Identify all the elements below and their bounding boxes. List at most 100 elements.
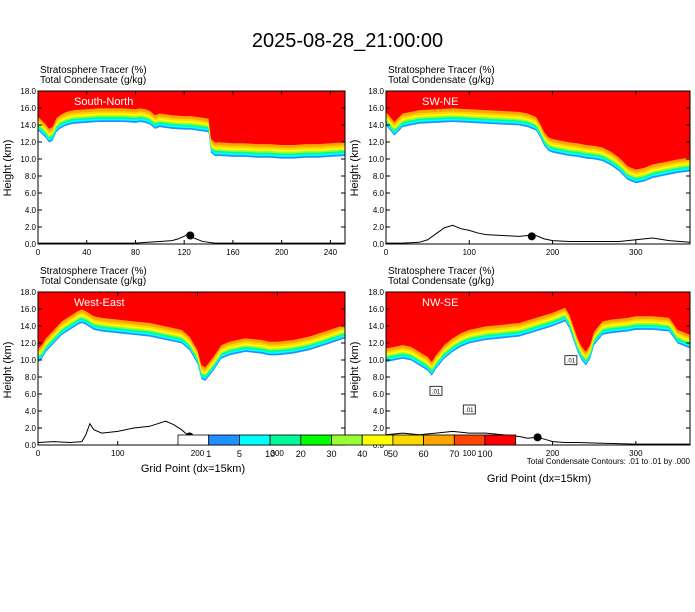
panel-header-line1: Stratosphere Tracer (%) xyxy=(40,65,147,76)
panel-header-line1: Stratosphere Tracer (%) xyxy=(388,266,495,277)
y-axis-label: Height (km) xyxy=(2,342,14,399)
colorbar-label: 70 xyxy=(449,449,459,459)
x-tick-label: 120 xyxy=(178,248,192,257)
y-tick-label: 12.0 xyxy=(20,339,36,348)
y-tick-label: 18.0 xyxy=(20,288,36,297)
colorbar-swatch xyxy=(238,434,271,446)
x-tick-label: 0 xyxy=(384,248,389,257)
y-tick-label: 2.0 xyxy=(25,424,37,433)
contour-label-box xyxy=(462,404,476,415)
y-tick-label: 12.0 xyxy=(368,339,384,348)
y-tick-label: 8.0 xyxy=(373,373,385,382)
y-tick-label: 10.0 xyxy=(368,356,384,365)
plot-frame xyxy=(385,291,691,446)
contour-label-box xyxy=(564,355,578,366)
terrain-line xyxy=(386,430,690,445)
x-tick-label: 200 xyxy=(275,248,289,257)
figure-title: 2025-08-28_21:00:00 xyxy=(251,30,444,52)
colorbar-swatch xyxy=(453,434,486,446)
panel-header-line2: Total Condensate (g/kg) xyxy=(40,276,146,287)
tracer-100-region xyxy=(386,292,690,363)
tracer-100-region xyxy=(386,91,690,170)
x-tick-label: 100 xyxy=(463,248,477,257)
colorbar-swatch xyxy=(208,434,240,446)
y-tick-label: 0.0 xyxy=(373,240,385,249)
colorbar-swatch xyxy=(392,434,424,446)
y-tick-label: 8.0 xyxy=(373,172,385,181)
y-tick-label: 4.0 xyxy=(25,206,37,215)
y-tick-label: 2.0 xyxy=(373,424,385,433)
y-tick-label: 18.0 xyxy=(20,87,36,96)
x-tick-label: 300 xyxy=(629,449,643,458)
panel-label: South-North xyxy=(74,96,133,108)
plot-frame xyxy=(37,90,346,245)
colorbar-label: 60 xyxy=(419,449,429,459)
y-tick-label: 18.0 xyxy=(368,288,384,297)
colorbar-swatch xyxy=(177,434,210,446)
colorbar-label: 50 xyxy=(388,449,398,459)
y-tick-label: 8.0 xyxy=(25,172,37,181)
cross-section-panel: South-North 0.0 2.0 4.0 6.0 8.0 10.0 12.0 14.0 16… xyxy=(20,87,346,257)
colorbar-swatch xyxy=(300,434,332,446)
colorbar-label: 20 xyxy=(296,449,306,459)
colorbar-label: 30 xyxy=(326,449,336,459)
colorbar-label: 10 xyxy=(265,449,275,459)
cross-section-panel: West-East 0.0 2.0 4.0 6.0 8.0 10.0 12.0 14.0 16.0… xyxy=(20,288,346,458)
x-tick-label: 300 xyxy=(629,248,643,257)
y-tick-label: 6.0 xyxy=(373,390,385,399)
colorbar-swatch xyxy=(269,434,302,446)
panel-label: West-East xyxy=(74,297,125,309)
y-tick-label: 0.0 xyxy=(373,441,385,450)
x-tick-label: 100 xyxy=(463,449,477,458)
panel-header-line1: Stratosphere Tracer (%) xyxy=(388,65,495,76)
y-tick-label: 10.0 xyxy=(20,155,36,164)
x-axis-label: Grid Point (dx=15km) xyxy=(487,473,591,485)
y-tick-label: 4.0 xyxy=(373,407,385,416)
y-tick-label: 18.0 xyxy=(368,87,384,96)
colorbar: 1 5 10 20 30 40 50 60 70 100 xyxy=(177,434,517,459)
y-tick-label: 14.0 xyxy=(20,121,36,130)
y-tick-label: 8.0 xyxy=(25,373,37,382)
panel-label: SW-NE xyxy=(422,96,458,108)
contour-note: Total Condensate Contours: .01 to .01 by… xyxy=(527,457,691,466)
y-tick-label: 2.0 xyxy=(373,223,385,232)
tracer-100-region xyxy=(38,91,345,145)
y-tick-label: 4.0 xyxy=(373,206,385,215)
panel-header-line1: Stratosphere Tracer (%) xyxy=(40,266,147,277)
colorbar-label: 100 xyxy=(477,449,492,459)
y-tick-label: 14.0 xyxy=(368,121,384,130)
x-tick-label: 40 xyxy=(82,248,91,257)
x-tick-label: 0 xyxy=(384,449,389,458)
y-tick-label: 16.0 xyxy=(368,305,384,314)
x-tick-label: 300 xyxy=(271,449,285,458)
y-tick-label: 12.0 xyxy=(20,138,36,147)
y-tick-label: 14.0 xyxy=(368,322,384,331)
panel-header-line2: Total Condensate (g/kg) xyxy=(388,276,494,287)
y-tick-label: 6.0 xyxy=(373,189,385,198)
contour-label: .01 xyxy=(567,359,576,365)
y-tick-label: 0.0 xyxy=(25,441,37,450)
colorbar-swatch xyxy=(331,434,363,446)
y-tick-label: 16.0 xyxy=(20,104,36,113)
x-tick-label: 0 xyxy=(36,248,41,257)
location-marker xyxy=(533,433,542,442)
terrain-line xyxy=(38,234,345,244)
contour-label-box xyxy=(429,385,443,396)
location-marker xyxy=(186,231,195,240)
y-axis-label: Height (km) xyxy=(349,342,361,399)
x-tick-label: 80 xyxy=(131,248,140,257)
panel-header-line2: Total Condensate (g/kg) xyxy=(40,75,146,86)
colorbar-label: 40 xyxy=(357,449,367,459)
y-axis-label: Height (km) xyxy=(349,140,361,197)
y-tick-label: 6.0 xyxy=(25,390,37,399)
x-tick-label: 240 xyxy=(324,248,338,257)
x-tick-label: 160 xyxy=(226,248,240,257)
panel-header-line2: Total Condensate (g/kg) xyxy=(388,75,494,86)
cross-section-panel: SW-NE 0.0 2.0 4.0 6.0 8.0 10.0 12.0 14.0 16.0 18.0… xyxy=(368,87,691,257)
colorbar-label: 5 xyxy=(237,449,242,459)
y-tick-label: 12.0 xyxy=(368,138,384,147)
x-tick-label: 100 xyxy=(111,449,125,458)
tracer-100-region xyxy=(38,292,345,368)
cross-section-panel: NW-SE 0.0 2.0 4.0 6.0 8.0 10.0 12.0 14.0 16.0 18.0… xyxy=(368,288,691,458)
